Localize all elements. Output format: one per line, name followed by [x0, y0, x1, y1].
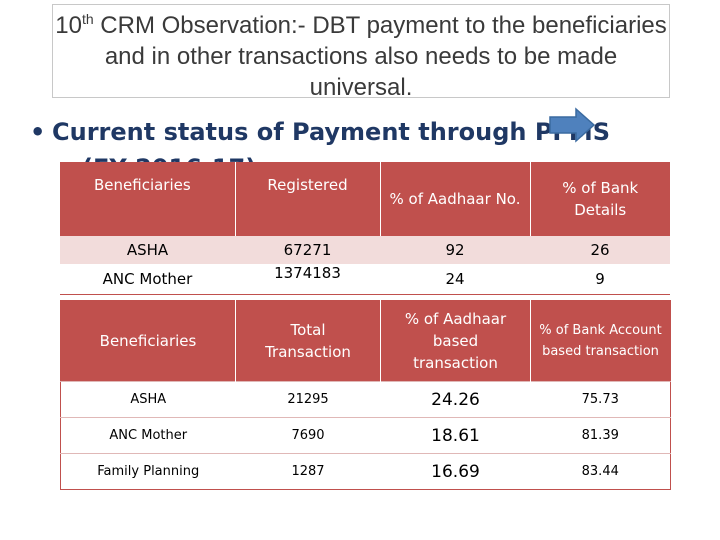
table-header-row: Beneficiaries Total Transaction % of Aad… [60, 300, 671, 382]
cell-beneficiary: ASHA [60, 381, 236, 418]
cell-beneficiary: Family Planning [60, 453, 236, 490]
cell-aadhaar-based-pct: 18.61 [380, 417, 531, 454]
cell-beneficiary: ANC Mother [60, 417, 236, 454]
header-aadhaar-pct: % of Aadhaar No. [380, 162, 531, 236]
cell-aadhaar-pct: 24 [380, 264, 530, 295]
cell-bank-account-based-pct: 81.39 [530, 417, 671, 454]
cell-bank-pct: 9 [530, 264, 670, 295]
table-header-row: Beneficiaries Registered % of Aadhaar No… [60, 162, 670, 236]
header-aadhaar-based-pct: % of Aadhaar based transaction [380, 300, 531, 382]
table-row: ANC Mother 7690 18.61 81.39 [60, 417, 671, 454]
header-registered: Registered [235, 162, 381, 236]
cell-aadhaar-based-pct: 16.69 [380, 453, 531, 490]
header-bank-pct: % of Bank Details [530, 162, 670, 236]
table-row: ASHA 21295 24.26 75.73 [60, 381, 671, 418]
cell-aadhaar-based-pct: 24.26 [380, 381, 531, 418]
cell-bank-account-based-pct: 83.44 [530, 453, 671, 490]
title-frame [52, 4, 670, 98]
header-bank-account-based-pct: % of Bank Account based transaction [530, 300, 671, 382]
right-arrow-icon[interactable] [548, 107, 596, 143]
cell-bank-pct: 26 [530, 236, 670, 264]
cell-beneficiary: ANC Mother [60, 264, 235, 295]
cell-aadhaar-pct: 92 [380, 236, 530, 264]
header-beneficiaries: Beneficiaries [60, 162, 236, 236]
table-row: ASHA 67271 92 26 [60, 236, 670, 264]
transaction-status-table: Beneficiaries Total Transaction % of Aad… [60, 300, 671, 490]
cell-total-transaction: 1287 [235, 453, 381, 490]
header-total-transaction: Total Transaction [235, 300, 381, 382]
cell-beneficiary: ASHA [60, 236, 235, 264]
table-row: Family Planning 1287 16.69 83.44 [60, 453, 671, 490]
cell-total-transaction: 7690 [235, 417, 381, 454]
cell-bank-account-based-pct: 75.73 [530, 381, 671, 418]
cell-total-transaction: 21295 [235, 381, 381, 418]
cell-registered: 1374183 [235, 264, 380, 295]
header-beneficiaries: Beneficiaries [60, 300, 236, 382]
bullet-current-status: • Current status of Payment through PFMS [30, 118, 610, 146]
registration-status-table: Beneficiaries Registered % of Aadhaar No… [60, 162, 670, 295]
cell-registered: 67271 [235, 236, 380, 264]
slide-title: 10th CRM Observation:- DBT payment to th… [55, 11, 667, 101]
table-row: ANC Mother 1374183 24 9 [60, 264, 670, 295]
